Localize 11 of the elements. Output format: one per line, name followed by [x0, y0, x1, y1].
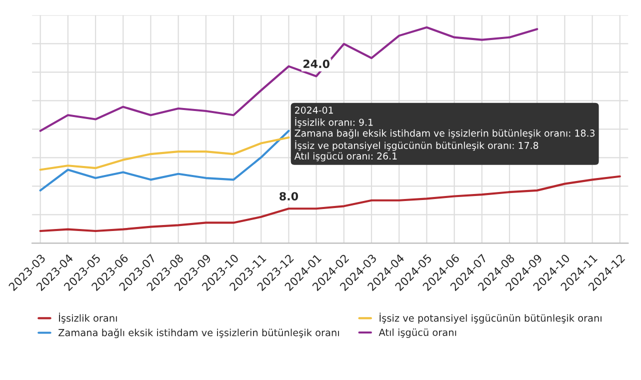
legend-label: İşsiz ve potansiyel işgücünün bütünleşik oranı [380, 312, 602, 324]
legend-label: Zamana bağlı eksik istihdam ve işsizlerin bütünleşik oranı [58, 328, 339, 338]
annotation: Zamana bağlı eksik istihdam ve işsizlerin bütünleşik oranı: 18.3 [294, 129, 595, 139]
legend-label: Atıl işgücü oranı [378, 328, 456, 338]
annotation: İşsizlik oranı: 9.1 [295, 117, 373, 128]
annotation: 2024-01 [295, 106, 333, 114]
legend-label: İşsizlik oranı [59, 312, 117, 324]
annotation: Atıl işgücü oranı: 26.1 [294, 152, 397, 162]
annotation: İşsiz ve potansiyel işgücünün bütünleşik oranı: 17.8 [295, 140, 538, 151]
data-label: 24.0 [303, 60, 330, 68]
data-label: 8.0 [280, 192, 298, 200]
